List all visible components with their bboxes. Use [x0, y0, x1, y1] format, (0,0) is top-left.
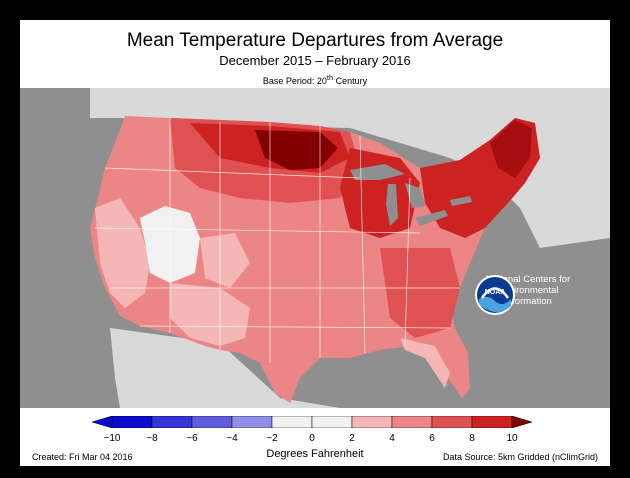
- upper-midwest-peak: [255, 130, 338, 170]
- mexico-land: [110, 328, 340, 408]
- lake-ontario: [450, 196, 472, 206]
- scale-segment: [351, 416, 393, 428]
- scale-tick-label: 10: [506, 433, 518, 444]
- noaa-logo: NOAA: [475, 275, 515, 315]
- base-period: Base Period: 20th Century: [262, 73, 368, 86]
- southwest-light: [170, 283, 250, 346]
- scale-tick-label: 0: [309, 433, 315, 444]
- org-line2: Environmental: [497, 285, 559, 296]
- org-line1: National Centers for: [485, 274, 571, 285]
- scale-tick-label: −10: [103, 433, 121, 444]
- org-line3: Information: [504, 296, 552, 307]
- scale-tick-label: −4: [226, 433, 238, 444]
- scale-segment: [271, 416, 313, 428]
- noaa-branding: NOAA National Centers for Environmental …: [474, 274, 582, 315]
- scale-segment: [151, 416, 193, 428]
- scale-tick-label: 8: [469, 433, 475, 444]
- lake-erie: [415, 210, 448, 226]
- scale-max-arrow: [511, 416, 532, 428]
- scale-segment: [391, 416, 433, 428]
- scale-segment: [311, 416, 353, 428]
- south-central: [250, 283, 400, 368]
- temperature-map: NOAA National Centers for Environmental …: [20, 88, 610, 408]
- scale-tick-label: 4: [389, 433, 395, 444]
- scale-segment: [111, 416, 153, 428]
- scale-min-arrow: [92, 416, 113, 428]
- scale-tick-label: −2: [266, 433, 278, 444]
- map-subtitle: December 2015 – February 2016: [219, 53, 411, 68]
- data-source: Data Source: 5km Gridded (nClimGrid): [442, 452, 598, 462]
- scale-segment: [431, 416, 473, 428]
- svg-text:NOAA: NOAA: [485, 289, 506, 296]
- created-date: Created: Fri Mar 04 2016: [32, 452, 133, 462]
- lake-superior: [350, 164, 405, 180]
- scale-tick-label: −8: [146, 433, 158, 444]
- scale-tick-label: 6: [429, 433, 435, 444]
- figure-panel: Mean Temperature Departures from Average…: [20, 20, 610, 466]
- canada-land: [90, 88, 610, 248]
- lake-michigan: [386, 184, 398, 226]
- scale-segment: [191, 416, 233, 428]
- state-borders: [94, 118, 460, 363]
- color-scale-bar: [92, 416, 532, 428]
- scale-tick-label: −6: [186, 433, 198, 444]
- scale-segment: [471, 416, 513, 428]
- rockies-light: [200, 233, 250, 288]
- unit-label: Degrees Fahrenheit: [266, 448, 364, 460]
- gulf-light: [400, 338, 450, 388]
- west-light: [95, 198, 150, 308]
- southeast-mid: [380, 248, 460, 338]
- map-title: Mean Temperature Departures from Average: [126, 30, 504, 51]
- scale-tick-label: 2: [349, 433, 355, 444]
- new-england-peak: [490, 120, 532, 178]
- scale-segment: [231, 416, 273, 428]
